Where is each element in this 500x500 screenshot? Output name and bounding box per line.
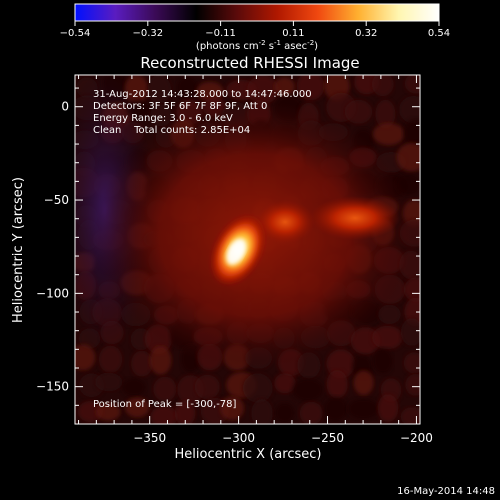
annotation-clean: Clean Total counts: 2.85E+04	[93, 125, 250, 136]
x-tick-label: −350	[133, 431, 166, 445]
annotation-time: 31-Aug-2012 14:43:28.000 to 14:47:46.000	[93, 89, 312, 100]
x-axis-label: Heliocentric X (arcsec)	[175, 447, 322, 462]
y-axis-label: Heliocentric Y (arcsec)	[11, 177, 26, 323]
colorbar-tick-label: −0.32	[132, 28, 163, 39]
x-tick-label: −200	[400, 431, 433, 445]
colorbar-tick-label: 0.54	[428, 28, 450, 39]
colorbar-tick-label: −0.11	[205, 28, 236, 39]
plot-frame	[74, 74, 421, 425]
colorbar-units: (photons cm-2 s-1 asec-2)	[196, 39, 318, 52]
secondary-source-1	[255, 200, 315, 244]
annotation-detectors: Detectors: 3F 5F 6F 7F 8F 9F, Att 0	[93, 101, 267, 112]
colorbar-tick-label: 0.32	[355, 28, 377, 39]
x-tick-label: −250	[311, 431, 344, 445]
axes-ticks: −350 −300 −250 −200 0 −50 −100 −150	[36, 75, 433, 445]
colorbar-ticks: −0.54 −0.32 −0.11 0.11 0.32 0.54	[60, 21, 450, 39]
x-tick-label: −300	[222, 431, 255, 445]
annotations: 31-Aug-2012 14:43:28.000 to 14:47:46.000…	[93, 89, 312, 410]
heatmap-image	[75, 75, 420, 424]
y-tick-label: 0	[61, 100, 69, 114]
y-tick-label: −50	[44, 193, 69, 207]
secondary-source-2	[310, 196, 400, 240]
annotation-energy: Energy Range: 3.0 - 6.0 keV	[93, 113, 233, 124]
colorbar-tick-label: 0.11	[282, 28, 304, 39]
annotation-peak: Position of Peak = [-300,-78]	[93, 399, 237, 410]
chart-title: Reconstructed RHESSI Image	[140, 54, 359, 72]
date-stamp: 16-May-2014 14:48	[397, 486, 495, 497]
colorbar-tick-label: −0.54	[60, 28, 91, 39]
y-tick-label: −150	[36, 380, 69, 394]
colorbar	[74, 3, 440, 22]
y-tick-label: −100	[36, 286, 69, 300]
